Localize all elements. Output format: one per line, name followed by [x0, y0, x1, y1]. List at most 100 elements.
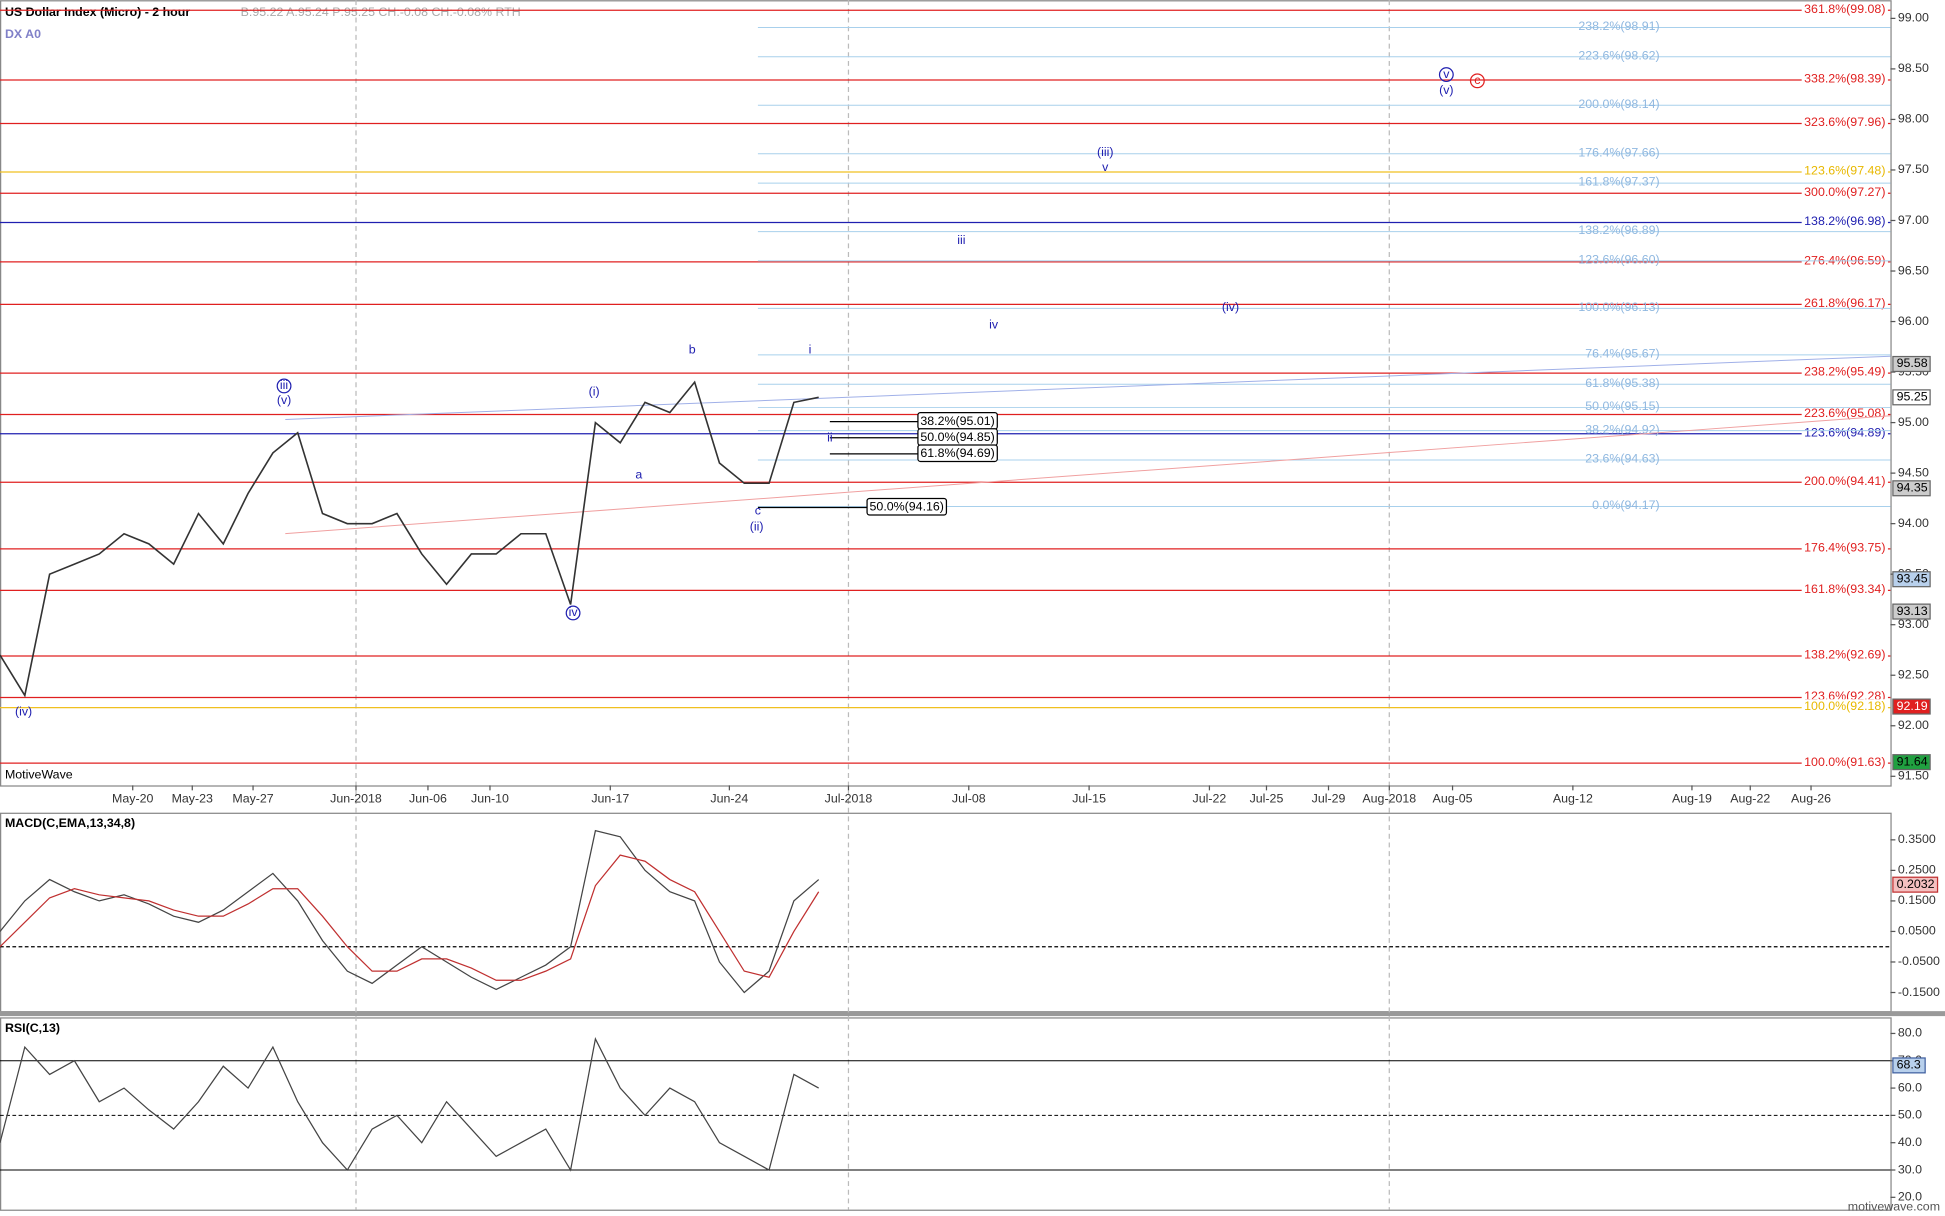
fib-label: 261.8%(96.17): [1804, 296, 1885, 310]
x-tick-label: Aug-12: [1553, 791, 1593, 805]
y-tick-label: -0.0500: [1898, 954, 1940, 968]
wave-label: iv: [989, 317, 999, 331]
retrace-label: 50.0%(94.16): [870, 500, 944, 514]
fib-label-bg: [1801, 364, 1888, 379]
wave-label: (iv): [15, 704, 32, 718]
chart-title: US Dollar Index (Micro) - 2 hour: [5, 5, 190, 19]
price-box-label: 91.64: [1897, 754, 1928, 768]
fib-label: 50.0%(95.15): [1585, 399, 1659, 413]
fib-label: 100.0%(91.63): [1804, 755, 1885, 769]
x-tick-label: Jun-24: [710, 791, 748, 805]
fib-label: 176.4%(97.66): [1578, 145, 1659, 159]
fib-label: 38.2%(94.92): [1585, 422, 1659, 436]
wave-label: (v): [1439, 83, 1453, 97]
x-tick-label: May-23: [172, 791, 213, 805]
fib-label: 300.0%(97.27): [1804, 185, 1885, 199]
x-tick-label: Jul-08: [952, 791, 986, 805]
value-box: [1892, 1057, 1926, 1074]
x-tick-label: Jun-17: [591, 791, 629, 805]
price-box-label: 93.13: [1897, 604, 1928, 618]
x-tick-label: Aug-2018: [1362, 791, 1416, 805]
fib-label: 123.6%(97.48): [1804, 164, 1885, 178]
y-tick-label: -0.1500: [1898, 985, 1940, 999]
fib-label: 323.6%(97.96): [1804, 115, 1885, 129]
fib-label-bg: [1801, 296, 1888, 311]
y-tick-label: 97.50: [1898, 162, 1929, 176]
wave-circle: [1438, 67, 1454, 83]
rsi-title: RSI(C,13): [5, 1021, 60, 1035]
wave-circle: [1469, 73, 1485, 89]
wave-circle: [276, 378, 292, 394]
value-box-label: 0.2032: [1897, 877, 1935, 891]
y-tick-label: 92.00: [1898, 718, 1929, 732]
fib-label: 161.8%(97.37): [1578, 175, 1659, 189]
value-box: [1892, 876, 1939, 893]
wave-label: c: [1474, 73, 1480, 87]
fib-label: 338.2%(98.39): [1804, 72, 1885, 86]
brand: MotiveWave: [5, 768, 73, 782]
wave-label: c: [755, 504, 761, 518]
price-box: [1892, 698, 1931, 715]
y-tick-label: 0.0500: [1898, 924, 1936, 938]
fib-label-bg: [1801, 406, 1888, 421]
fib-label: 238.2%(95.49): [1804, 365, 1885, 379]
y-tick-label: 96.00: [1898, 314, 1929, 328]
fib-label: 200.0%(98.14): [1578, 97, 1659, 111]
wave-label: (v): [277, 393, 291, 407]
value-box-label: 68.3: [1897, 1058, 1921, 1072]
fib-label-bg: [1801, 1, 1888, 16]
fib-label-bg: [1801, 647, 1888, 662]
y-tick-label: 91.50: [1898, 769, 1929, 783]
fib-label: 238.2%(98.91): [1578, 19, 1659, 33]
trend-line: [285, 415, 1891, 535]
y-tick-label: 30.0: [1898, 1162, 1922, 1176]
wave-label: i: [809, 342, 812, 356]
price-box-label: 95.58: [1897, 356, 1928, 370]
x-tick-label: May-20: [112, 791, 153, 805]
x-tick-label: Aug-26: [1791, 791, 1831, 805]
y-tick-label: 95.00: [1898, 415, 1929, 429]
macd-title: MACD(C,EMA,13,34,8): [5, 816, 135, 830]
fib-label-bg: [1801, 754, 1888, 769]
y-tick-label: 94.50: [1898, 465, 1929, 479]
fib-label-bg: [1801, 425, 1888, 440]
wave-circle: [565, 605, 581, 621]
fib-label: 76.4%(95.67): [1585, 347, 1659, 361]
fib-label: 138.2%(96.98): [1804, 214, 1885, 228]
fib-label: 223.6%(95.08): [1804, 406, 1885, 420]
y-tick-label: 0.1500: [1898, 893, 1936, 907]
fib-label: 100.0%(92.18): [1804, 699, 1885, 713]
x-tick-label: Jun-10: [471, 791, 509, 805]
separator: [0, 1011, 1945, 1017]
fib-label-bg: [1801, 163, 1888, 178]
retrace-box: [866, 497, 948, 516]
y-tick-label: 94.00: [1898, 516, 1929, 530]
fib-label: 161.8%(93.34): [1804, 582, 1885, 596]
wave-label: a: [635, 468, 642, 482]
price-box: [1892, 603, 1931, 620]
price-box: [1892, 480, 1931, 497]
retrace-label: 50.0%(94.85): [920, 430, 994, 444]
fib-label-bg: [1801, 473, 1888, 488]
y-tick-label: 93.00: [1898, 617, 1929, 631]
fib-label: 361.8%(99.08): [1804, 2, 1885, 16]
x-tick-label: Aug-22: [1730, 791, 1770, 805]
retrace-label: 38.2%(95.01): [920, 414, 994, 428]
fib-label: 123.6%(94.89): [1804, 425, 1885, 439]
x-tick-label: Jun-06: [409, 791, 447, 805]
wave-label: b: [689, 342, 696, 356]
price-line: [0, 380, 819, 698]
fib-label-bg: [1801, 699, 1888, 714]
fib-label: 61.8%(95.38): [1585, 376, 1659, 390]
fib-label: 23.6%(94.63): [1585, 452, 1659, 466]
rsi-line: [0, 1037, 819, 1172]
wave-label: (ii): [750, 520, 764, 534]
y-tick-label: 92.50: [1898, 668, 1929, 682]
price-box-label: 93.45: [1897, 572, 1928, 586]
fib-label-bg: [1801, 115, 1888, 130]
wave-label: v: [1102, 160, 1109, 174]
wave-label: ii: [827, 430, 833, 444]
fib-label: 0.0%(94.17): [1592, 498, 1660, 512]
y-tick-label: 96.50: [1898, 263, 1929, 277]
